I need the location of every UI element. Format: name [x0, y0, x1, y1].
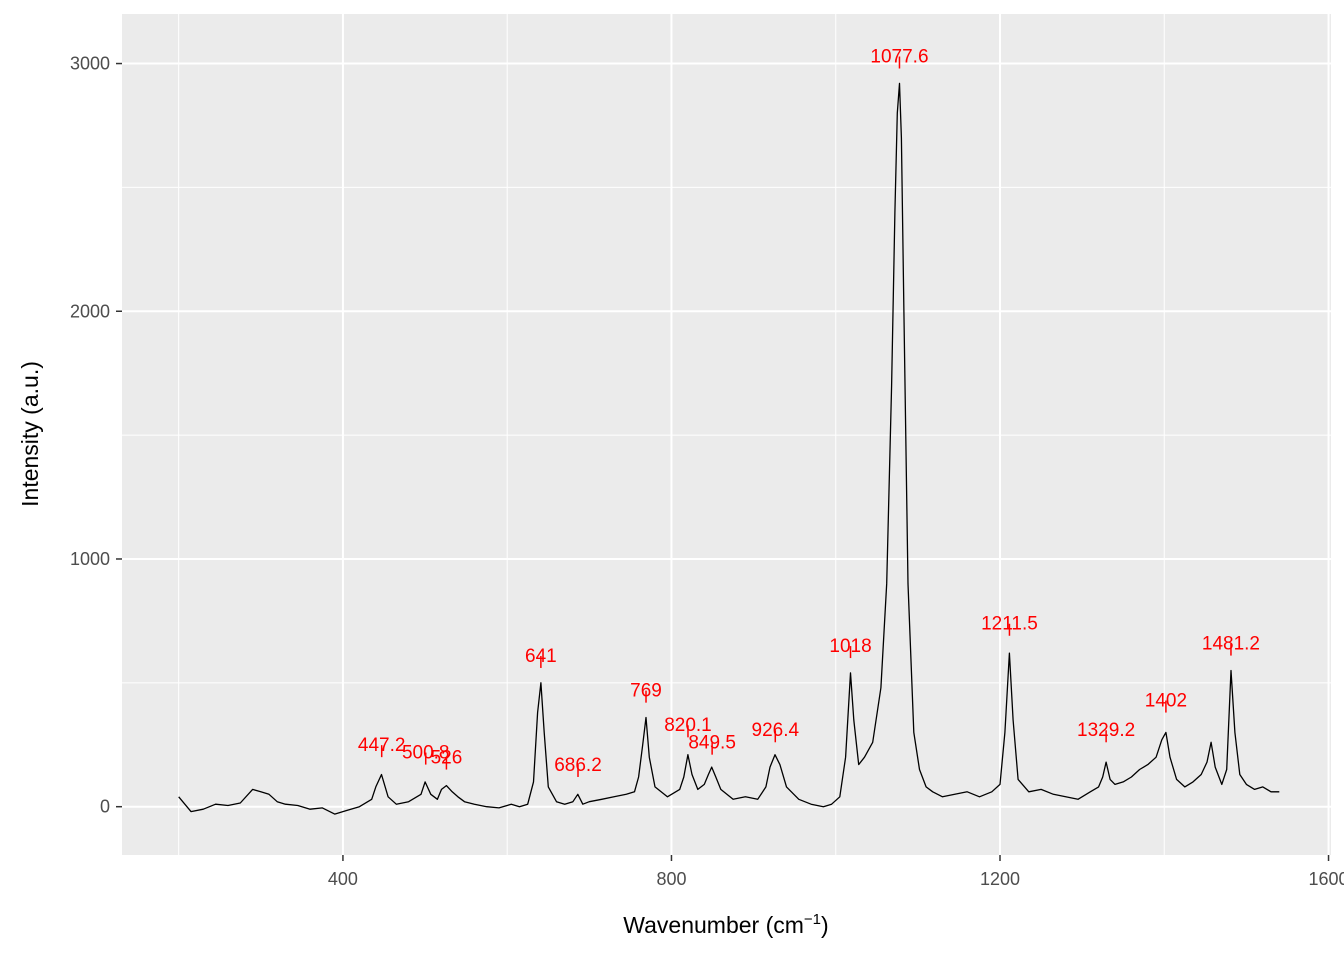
y-tick-label: 2000 [70, 301, 110, 321]
y-tick-label: 0 [100, 797, 110, 817]
minor-gridlines [122, 14, 1331, 855]
peak-label: 820.1 [664, 715, 712, 736]
peak-label: 526 [431, 747, 463, 768]
x-tick-label: 1200 [980, 869, 1020, 889]
y-axis-tick-labels: 0 1000 2000 3000 [70, 54, 110, 817]
x-tick-label: 400 [328, 869, 358, 889]
major-gridlines [122, 14, 1331, 855]
spectrum-line [178, 82, 1280, 815]
peak-label: 447.2 [358, 735, 406, 756]
peak-label: 769 [630, 681, 662, 702]
peak-label: 1077.6 [870, 46, 928, 67]
peak-label: 926.4 [752, 720, 800, 741]
x-axis-tick-labels: 400 800 1200 1600 [328, 869, 1344, 889]
peak-label: 1018 [829, 636, 871, 657]
x-tick-label: 1600 [1309, 869, 1344, 889]
peak-label: 1211.5 [981, 614, 1038, 635]
peak-label: 686.2 [554, 755, 602, 776]
y-tick-label: 3000 [70, 54, 110, 74]
peak-label: 1329.2 [1077, 720, 1135, 741]
y-tick-label: 1000 [70, 549, 110, 569]
peak-label: 641 [525, 646, 557, 667]
peak-label: 849.5 [688, 733, 736, 754]
peak-label: 1481.2 [1202, 633, 1260, 654]
spectrum-series [178, 82, 1280, 815]
peak-label: 1402 [1145, 690, 1187, 711]
axis-ticks [116, 62, 1330, 861]
peak-label: 500.8 [402, 742, 450, 763]
x-tick-label: 800 [656, 869, 686, 889]
plot-panel [122, 14, 1331, 855]
y-axis-title: Intensity (a.u.) [17, 361, 43, 507]
x-axis-title: Wavenumber (cm−1) [623, 911, 828, 938]
